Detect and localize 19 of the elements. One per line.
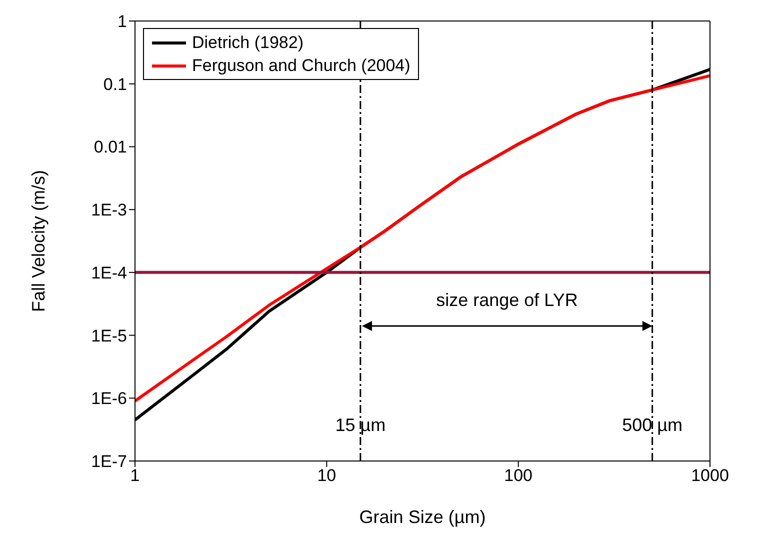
legend-label: Dietrich (1982) [192, 32, 304, 54]
x-tick-label: 100 [504, 466, 533, 486]
x-tick-label: 1000 [691, 466, 729, 486]
annotation: size range of LYR [435, 290, 579, 312]
ref-line-label: 500 µm [622, 415, 683, 435]
y-tick-label: 0.01 [94, 138, 127, 157]
y-tick-label: 1E-6 [91, 389, 127, 408]
y-tick-label: 1E-5 [91, 326, 127, 346]
y-tick-label: 1E-7 [91, 452, 127, 472]
y-tick-label: 0.1 [103, 74, 127, 94]
y-axis-title: Fall Velocity (m/s) [28, 170, 48, 312]
x-tick-label: 1 [130, 466, 140, 486]
ref-line-label: 15 µm [335, 415, 386, 435]
y-tick-label: 1E-4 [91, 263, 127, 282]
x-axis-title: Grain Size (µm) [359, 507, 486, 527]
y-tick-label: 1 [118, 12, 127, 32]
x-tick-label: 10 [317, 466, 336, 486]
legend-label: Ferguson and Church (2004) [192, 55, 410, 77]
y-tick-label: 1E-3 [91, 200, 127, 220]
